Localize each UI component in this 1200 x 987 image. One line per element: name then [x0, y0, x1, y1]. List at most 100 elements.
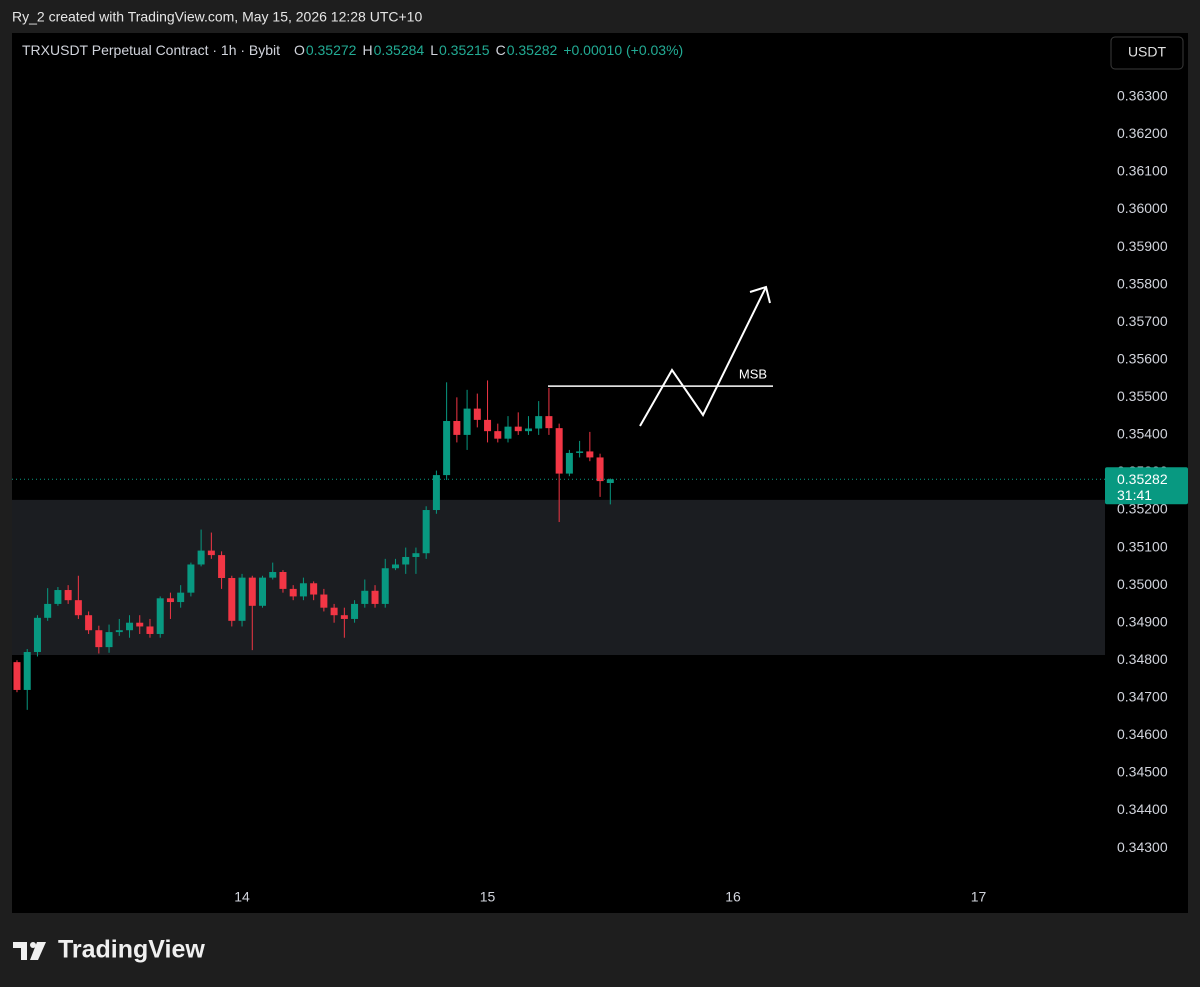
candle-body: [381, 568, 389, 604]
candle-body: [504, 426, 512, 439]
y-tick-label: 0.36000: [1117, 200, 1168, 216]
brand-name: TradingView: [58, 936, 205, 964]
candle-body: [299, 583, 307, 597]
arrow-head: [749, 285, 771, 304]
candle-body: [596, 457, 604, 482]
logo-dot: [30, 942, 36, 948]
candle-body: [156, 598, 164, 634]
currency-button[interactable]: [1110, 36, 1184, 70]
candle-body: [351, 603, 359, 619]
legend-key: O: [293, 42, 305, 58]
candle-body: [310, 583, 318, 595]
legend-value: 0.35215: [438, 42, 490, 58]
y-tick-label: 0.35200: [1117, 501, 1168, 517]
candle-body: [586, 451, 594, 458]
candle-body: [402, 556, 410, 565]
x-tick-label: 14: [234, 889, 250, 905]
candle-body: [565, 452, 573, 474]
legend-key: C: [495, 42, 506, 58]
candle-body: [535, 416, 543, 429]
y-tick-label: 0.35900: [1117, 238, 1168, 254]
legend-title: TRXUSDT Perpetual Contract · 1h · Bybit: [22, 42, 281, 58]
header: Ry_2 created with TradingView.com, May 1…: [12, 9, 422, 25]
candle-body: [330, 607, 338, 616]
candle-body: [422, 510, 430, 554]
candle-body: [473, 408, 481, 420]
currency-label: USDT: [1128, 44, 1167, 60]
candle-body: [54, 590, 62, 604]
last-price-box: [1105, 467, 1188, 505]
candle-body: [514, 426, 522, 432]
y-tick-label: 0.34700: [1117, 689, 1168, 705]
candle-body: [576, 451, 584, 453]
y-tick-label: 0.36200: [1117, 125, 1168, 141]
zone: [12, 499, 1105, 656]
x-tick-label: 17: [971, 889, 987, 905]
y-tick-label: 0.35000: [1117, 576, 1168, 592]
y-tick-label: 0.34500: [1117, 764, 1168, 780]
y-tick-label: 0.34300: [1117, 839, 1168, 855]
y-tick-label: 0.34400: [1117, 801, 1168, 817]
y-tick-label: 0.35600: [1117, 350, 1168, 366]
candle-body: [606, 479, 614, 483]
candle-body: [13, 662, 21, 690]
last-price-label: 0.35282: [1117, 471, 1168, 487]
legend-change: +0.00010 (+0.03%): [563, 42, 684, 58]
candle-body: [64, 590, 72, 601]
candle-body: [187, 564, 195, 593]
legend-value: 0.35284: [373, 42, 425, 58]
logo-slash: [30, 942, 46, 960]
level-label: MSB: [739, 367, 767, 382]
candle-body: [105, 632, 113, 648]
candle-body: [453, 421, 461, 435]
brand-logo: [13, 942, 46, 960]
candle-body: [494, 431, 502, 439]
legend: TRXUSDT Perpetual Contract · 1h · Bybit …: [22, 42, 689, 58]
candle-body: [432, 475, 440, 511]
plot-layer: 0.34300 0.34400 0.34500 0.34600 0.34700 0.348…: [12, 88, 1188, 905]
candle-body: [279, 572, 287, 589]
y-tick-label: 0.34600: [1117, 726, 1168, 742]
candle-body: [443, 421, 451, 476]
y-tick-label: 0.34800: [1117, 651, 1168, 667]
candle-body: [218, 555, 226, 579]
x-tick-label: 16: [725, 889, 741, 905]
candle-body: [258, 577, 266, 606]
y-tick-label: 0.34900: [1117, 613, 1168, 629]
candle-body: [391, 564, 399, 569]
candle-body: [289, 588, 297, 597]
candle-body: [126, 622, 134, 631]
countdown: 31:41: [1117, 487, 1152, 503]
candle-body: [115, 630, 123, 633]
projection-arrow: [639, 286, 767, 427]
logo-mark: [13, 942, 27, 960]
candle-body: [248, 577, 256, 606]
legend-value: 0.35272: [305, 42, 357, 58]
candle-body: [463, 408, 471, 435]
y-tick-label: 0.35400: [1117, 426, 1168, 442]
candle-body: [228, 578, 236, 621]
candle-body: [33, 617, 41, 653]
y-tick-label: 0.35800: [1117, 275, 1168, 291]
candle-body: [361, 590, 369, 604]
candle-body: [524, 428, 532, 432]
x-tick-label: 15: [480, 889, 496, 905]
candle-body: [320, 594, 328, 608]
candle-body: [23, 652, 31, 690]
y-tick-label: 0.36300: [1117, 88, 1168, 104]
y-tick-label: 0.35100: [1117, 538, 1168, 554]
candle-body: [412, 553, 420, 557]
y-tick-label: 0.36100: [1117, 163, 1168, 179]
candle-body: [555, 428, 563, 474]
candle-body: [340, 615, 348, 619]
legend-key: L: [430, 42, 438, 58]
candle-body: [238, 577, 246, 621]
candle-body: [136, 622, 144, 627]
y-tick-label: 0.35700: [1117, 313, 1168, 329]
candle-body: [44, 603, 52, 618]
legend-value: 0.35282: [506, 42, 558, 58]
candle-body: [269, 572, 277, 578]
candle-body: [146, 626, 154, 634]
